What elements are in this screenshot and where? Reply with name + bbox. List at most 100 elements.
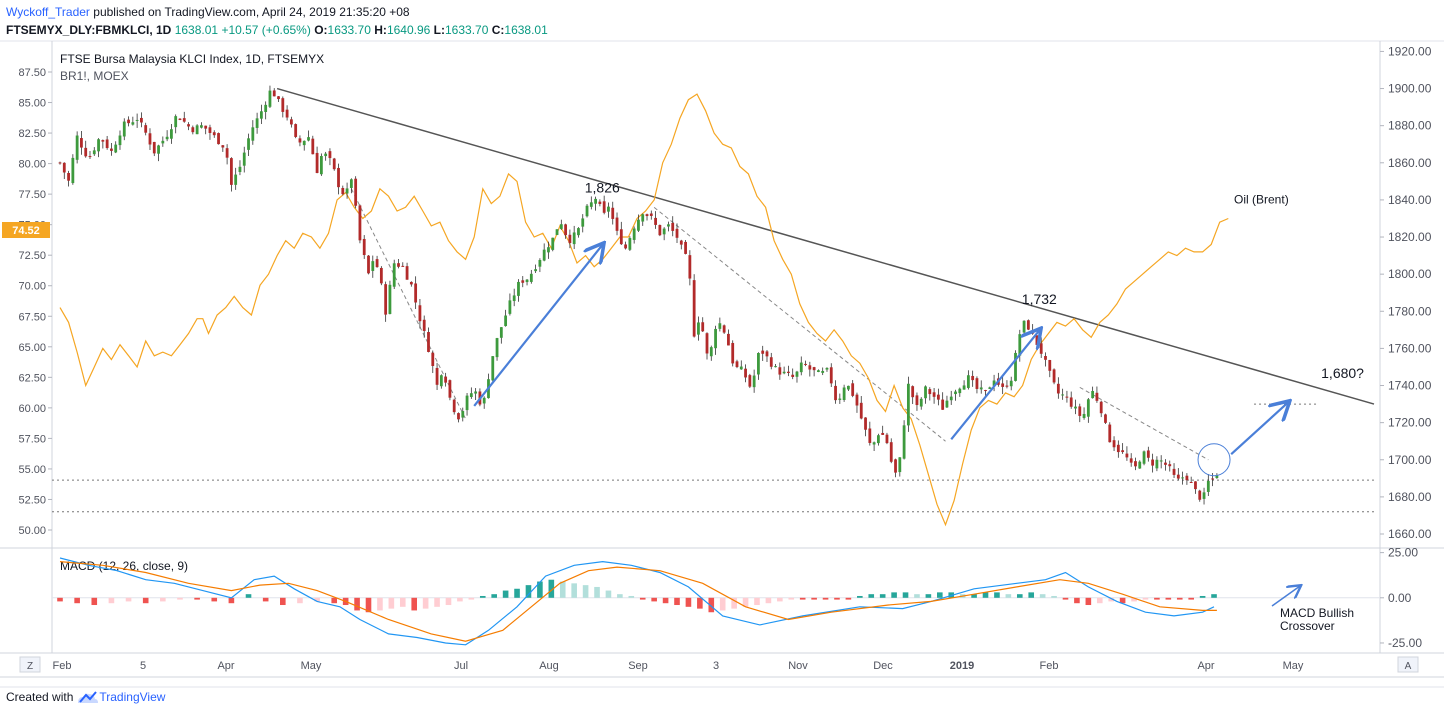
macd-histogram-bar — [982, 592, 989, 598]
right-axis-label: 1680.00 — [1388, 490, 1432, 504]
candle-body — [1052, 369, 1056, 383]
candle-body — [1164, 462, 1167, 465]
candle-body — [229, 158, 233, 185]
tradingview-brand[interactable]: TradingView — [99, 690, 166, 704]
candle-body — [919, 398, 923, 407]
candle-body — [439, 375, 443, 387]
candle-body — [872, 442, 876, 445]
macd-histogram-bar — [822, 597, 829, 600]
close-label: C: — [491, 23, 505, 37]
candle-body — [427, 332, 430, 352]
trend-arrow — [473, 244, 603, 407]
macd-histogram-bar — [765, 597, 772, 604]
candle-body — [589, 202, 593, 207]
macd-arrow — [1271, 586, 1300, 607]
candle-body — [499, 327, 503, 338]
left-axis-label: 65.00 — [18, 342, 46, 354]
candle-body — [876, 435, 880, 444]
candle-body — [658, 225, 662, 236]
candle-body — [1061, 394, 1065, 396]
timezone-button-label[interactable]: Z — [27, 661, 33, 672]
macd-histogram-bar — [91, 597, 98, 606]
macd-histogram-bar — [788, 597, 795, 600]
candle-body — [949, 396, 953, 401]
right-axis-label: 1760.00 — [1388, 341, 1432, 355]
macd-line — [59, 557, 1215, 646]
candle-body — [1065, 396, 1069, 398]
candle-body — [988, 387, 992, 389]
candle-body — [58, 162, 62, 164]
price-annotation: 1,680? — [1321, 365, 1364, 381]
oil-price-badge — [2, 222, 50, 238]
candle-body — [495, 338, 499, 358]
candle-body — [469, 393, 473, 397]
macd-histogram-bar — [365, 597, 372, 613]
left-axis-label: 72.50 — [18, 250, 46, 262]
candle-body — [1095, 392, 1099, 401]
candle-body — [619, 229, 623, 245]
candle-body — [242, 152, 246, 166]
candle-body — [799, 362, 803, 373]
candle-body — [795, 371, 799, 377]
macd-histogram-bar — [857, 595, 863, 598]
tradingview-logo[interactable]: TradingView — [77, 689, 165, 705]
macd-histogram-bar — [514, 588, 520, 598]
candle-body — [1091, 390, 1095, 399]
candle-body — [1189, 482, 1193, 484]
candle-body — [564, 224, 568, 236]
breakout-circle — [1197, 443, 1231, 477]
auto-scale-button-label[interactable]: A — [1405, 661, 1412, 672]
candle-body — [1039, 343, 1043, 354]
candle-body — [692, 280, 696, 337]
macd-histogram-bar — [377, 597, 383, 611]
candle-body — [392, 263, 396, 287]
candle-body — [936, 394, 940, 400]
macd-histogram-bar — [1016, 594, 1023, 598]
macd-histogram-bar — [388, 597, 395, 609]
candle-body — [277, 96, 280, 100]
candle-body — [247, 138, 250, 150]
candle-body — [349, 179, 353, 188]
macd-histogram-bar — [662, 597, 669, 604]
candle-body — [1181, 477, 1185, 479]
candle-body — [701, 322, 705, 332]
auto-scale-button[interactable] — [1397, 656, 1419, 673]
candle-body — [315, 152, 319, 173]
candle-body — [195, 125, 199, 135]
author-link[interactable]: Wyckoff_Trader — [6, 5, 90, 19]
candle-body — [191, 127, 195, 133]
low-label: L: — [433, 23, 445, 37]
macd-histogram-bar — [594, 586, 600, 598]
candle-body — [238, 166, 242, 172]
left-axis-label: 87.50 — [18, 67, 46, 79]
candle-body — [444, 376, 448, 383]
macd-histogram-bar — [719, 597, 726, 611]
candle-body — [615, 217, 619, 231]
left-axis-label: 50.00 — [18, 525, 46, 537]
candle-body — [170, 129, 173, 139]
price-annotation: 1,826 — [585, 179, 620, 195]
right-axis-label: 1840.00 — [1388, 193, 1432, 207]
macd-histogram-bar — [914, 594, 920, 598]
candle-body — [1215, 475, 1219, 479]
candle-body — [84, 147, 88, 157]
right-axis-label: 1740.00 — [1388, 379, 1432, 393]
candle-body — [679, 240, 683, 245]
candle-body — [637, 219, 640, 231]
candle-body — [131, 122, 135, 125]
time-axis-label: Sep — [628, 660, 648, 672]
right-axis-label: 1900.00 — [1388, 82, 1432, 96]
timezone-button[interactable] — [19, 656, 41, 673]
candle-body — [345, 188, 349, 194]
macd-histogram-bar — [834, 597, 840, 600]
descending-dashed-2 — [653, 206, 946, 442]
candle-body — [482, 397, 486, 404]
candle-body — [324, 153, 328, 157]
candle-body — [538, 259, 542, 267]
created-with-text: Created with — [6, 690, 74, 704]
time-axis-label: 3 — [713, 660, 719, 672]
macd-histogram-bar — [1142, 597, 1149, 600]
candle-body — [958, 388, 962, 394]
candle-body — [611, 207, 615, 219]
